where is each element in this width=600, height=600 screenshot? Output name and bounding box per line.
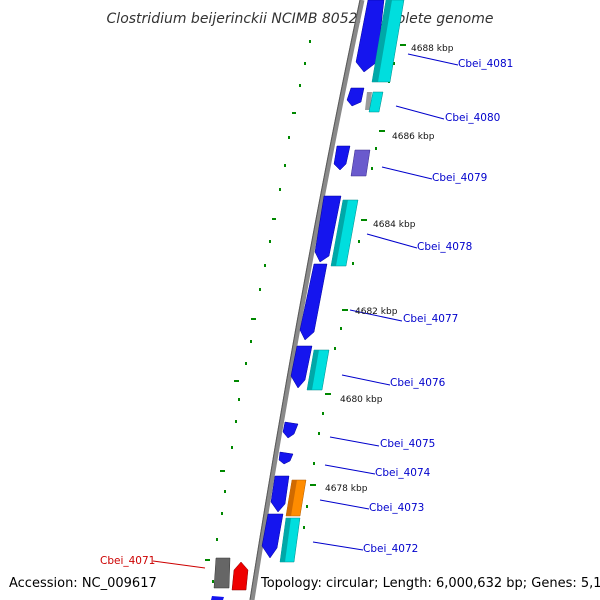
gene-cbei-4079-cds[interactable]: [350, 149, 371, 177]
leader-line-4071: [152, 560, 206, 569]
gene-glyphs: [211, 0, 405, 600]
scale-label-4678: 4678 kbp: [325, 484, 368, 494]
map-title: Clostridium beijerinckii NCIMB 8052, com…: [107, 11, 494, 27]
gene-cbei-4078-forward[interactable]: [314, 195, 342, 263]
gene-cbei-4080-cds[interactable]: [368, 91, 384, 113]
gene-cbei-4076-forward[interactable]: [290, 345, 313, 389]
scale-label-4682: 4682 kbp: [355, 307, 398, 317]
gene-cbei-4072-forward[interactable]: [261, 513, 284, 559]
gene-cbei-4081-cds-shade: [372, 0, 392, 82]
gene-cbei-4078-cds-shade: [331, 200, 348, 266]
gene-label-cbei-4071[interactable]: Cbei_4071: [100, 555, 155, 567]
gene-cbei-4073-forward[interactable]: [270, 475, 290, 513]
gene-cbei-4071-highlight[interactable]: [231, 561, 249, 591]
accession-text: Accession: NC_009617: [9, 576, 157, 591]
gene-label-cbei-4080[interactable]: Cbei_4080: [445, 112, 500, 124]
gene-label-cbei-4081[interactable]: Cbei_4081: [458, 58, 513, 70]
gene-cbei-4073-cds-shade: [286, 480, 297, 516]
gene-label-cbei-4072[interactable]: Cbei_4072: [363, 543, 418, 555]
leader-lines: [312, 53, 459, 551]
outer-tick-ring: [205, 40, 311, 583]
gene-label-cbei-4076[interactable]: Cbei_4076: [390, 377, 446, 389]
scale-ticks: [303, 44, 406, 529]
gene-cbei-4075-forward[interactable]: [282, 421, 299, 439]
gene-cbei-4074-forward[interactable]: [278, 451, 294, 465]
gene-cbei-4080-forward[interactable]: [346, 87, 365, 107]
genome-backbone-edge: [249, 0, 361, 600]
scale-label-4688: 4688 kbp: [411, 44, 454, 54]
gene-label-cbei-4074[interactable]: Cbei_4074: [375, 467, 431, 479]
genome-backbone: [249, 0, 365, 600]
gene-cbei-4077-forward[interactable]: [299, 263, 328, 341]
gene-cbei-4076-cds-shade: [307, 350, 319, 390]
scale-label-4684: 4684 kbp: [373, 220, 416, 230]
gene-label-cbei-4079[interactable]: Cbei_4079: [432, 172, 487, 184]
gene-label-cbei-4078[interactable]: Cbei_4078: [417, 241, 472, 253]
gene-label-cbei-4075[interactable]: Cbei_4075: [380, 438, 435, 450]
gene-cbei-4072-cds-shade: [280, 518, 291, 562]
gene-cbei-4079-forward[interactable]: [333, 145, 351, 171]
gene-label-cbei-4077[interactable]: Cbei_4077: [403, 313, 458, 325]
scale-label-4686: 4686 kbp: [392, 132, 435, 142]
gene-partial-bottom: [211, 596, 224, 600]
genome-summary-text: Topology: circular; Length: 6,000,632 bp…: [260, 576, 600, 591]
gene-cbei-4071-gray[interactable]: [213, 557, 231, 589]
scale-label-4680: 4680 kbp: [340, 395, 383, 405]
gene-label-cbei-4073[interactable]: Cbei_4073: [369, 502, 424, 514]
